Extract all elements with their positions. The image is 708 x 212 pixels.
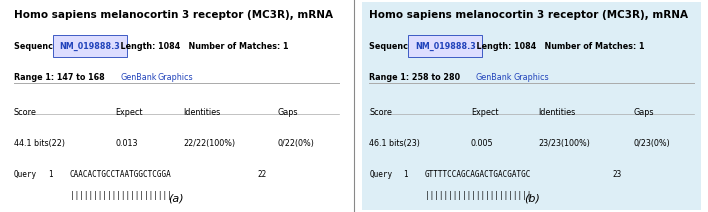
Text: 22/22(100%): 22/22(100%)	[183, 139, 235, 148]
Text: Gaps: Gaps	[278, 108, 298, 117]
Text: 44.1 bits(22): 44.1 bits(22)	[14, 139, 65, 148]
Text: Score: Score	[370, 108, 392, 117]
Text: NM_019888.3: NM_019888.3	[415, 42, 476, 51]
Text: Homo sapiens melanocortin 3 receptor (MC3R), mRNA: Homo sapiens melanocortin 3 receptor (MC…	[14, 10, 333, 20]
Text: 0/23(0%): 0/23(0%)	[633, 139, 670, 148]
Text: 22: 22	[258, 170, 267, 179]
Text: 1: 1	[47, 170, 52, 179]
Text: Sequence ID:: Sequence ID:	[14, 42, 76, 51]
FancyBboxPatch shape	[362, 2, 701, 210]
Text: Identities: Identities	[539, 108, 576, 117]
Text: Identities: Identities	[183, 108, 220, 117]
Text: 0.005: 0.005	[471, 139, 493, 148]
Text: Range 1: 147 to 168: Range 1: 147 to 168	[14, 73, 108, 82]
Text: 0/22(0%): 0/22(0%)	[278, 139, 315, 148]
Text: 46.1 bits(23): 46.1 bits(23)	[370, 139, 420, 148]
Text: (b): (b)	[524, 194, 539, 204]
Text: Length: 1084   Number of Matches: 1: Length: 1084 Number of Matches: 1	[471, 42, 644, 51]
Text: 23/23(100%): 23/23(100%)	[539, 139, 590, 148]
Text: Query: Query	[14, 170, 37, 179]
Text: (a): (a)	[169, 194, 184, 204]
Text: Expect: Expect	[115, 108, 143, 117]
Text: 23: 23	[613, 170, 622, 179]
Text: Graphics: Graphics	[513, 73, 549, 82]
Text: Graphics: Graphics	[158, 73, 193, 82]
Text: NM_019888.3: NM_019888.3	[59, 42, 120, 51]
Text: CAACACTGCCTAATGGCTCGGA: CAACACTGCCTAATGGCTCGGA	[69, 170, 171, 179]
Text: 1: 1	[403, 170, 408, 179]
Text: Query: Query	[370, 170, 392, 179]
Text: Gaps: Gaps	[633, 108, 653, 117]
Text: |||||||||||||||||||||||: |||||||||||||||||||||||	[425, 191, 532, 200]
Text: ||||||||||||||||||||||: ||||||||||||||||||||||	[69, 191, 171, 200]
FancyBboxPatch shape	[7, 2, 346, 210]
Text: Range 1: 258 to 280: Range 1: 258 to 280	[370, 73, 463, 82]
Text: Sequence ID:: Sequence ID:	[370, 42, 432, 51]
Text: GTTTTCCAGCAGACTGACGATGC: GTTTTCCAGCAGACTGACGATGC	[425, 170, 532, 179]
Text: 0.013: 0.013	[115, 139, 138, 148]
Text: Length: 1084   Number of Matches: 1: Length: 1084 Number of Matches: 1	[115, 42, 289, 51]
Text: Expect: Expect	[471, 108, 498, 117]
Text: GenBank: GenBank	[476, 73, 513, 82]
Text: GenBank: GenBank	[120, 73, 157, 82]
Text: Homo sapiens melanocortin 3 receptor (MC3R), mRNA: Homo sapiens melanocortin 3 receptor (MC…	[370, 10, 688, 20]
Text: Score: Score	[14, 108, 37, 117]
